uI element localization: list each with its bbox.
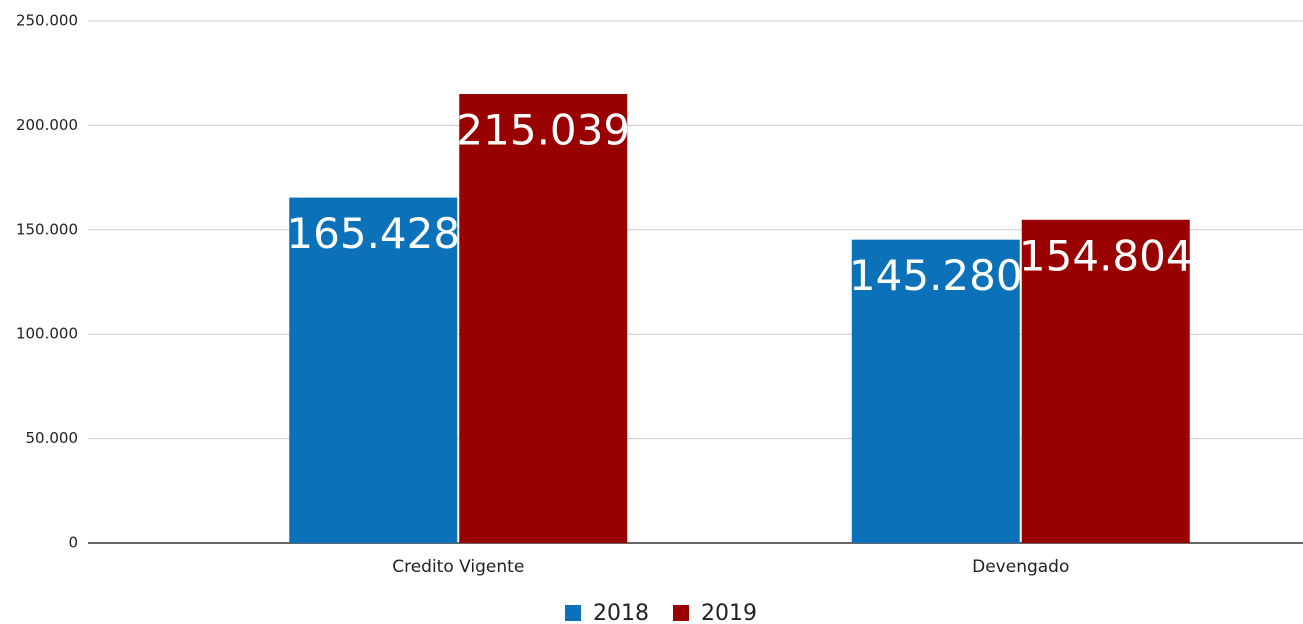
y-tick-label: 0 xyxy=(68,534,78,552)
data-label: 145.280 xyxy=(849,251,1023,300)
legend-swatch xyxy=(565,605,581,621)
x-tick-label: Devengado xyxy=(972,557,1069,577)
legend-label: 2018 xyxy=(593,601,649,624)
y-tick-label: 200.000 xyxy=(16,116,78,134)
bar xyxy=(851,239,1020,543)
y-tick-label: 50.000 xyxy=(26,429,79,447)
data-label: 154.804 xyxy=(1019,231,1193,280)
y-tick-label: 150.000 xyxy=(16,220,78,238)
bar xyxy=(1021,219,1190,544)
bar xyxy=(459,93,628,543)
data-label: 215.039 xyxy=(456,105,630,154)
y-tick-label: 100.000 xyxy=(16,325,78,343)
legend-label: 2019 xyxy=(701,601,757,624)
data-label: 165.428 xyxy=(286,209,460,258)
legend-swatch xyxy=(673,605,689,621)
y-tick-label: 250.000 xyxy=(16,12,78,30)
bar xyxy=(289,197,458,543)
x-tick-label: Credito Vigente xyxy=(392,557,524,577)
